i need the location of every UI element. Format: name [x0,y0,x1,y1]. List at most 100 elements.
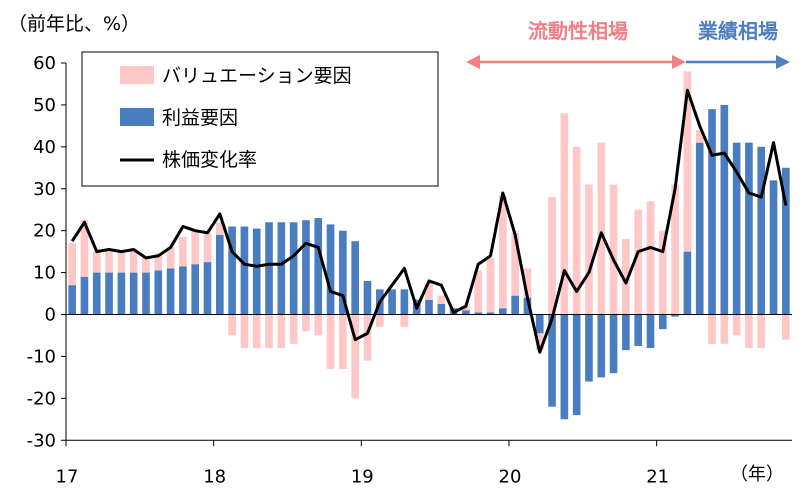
bar-earnings [92,272,101,315]
bar-valuation [745,314,753,349]
legend: バリュエーション要因 利益要因 株価変化率 [81,51,439,187]
phase-arrow-earnings-head [776,55,790,69]
bar-earnings [105,272,113,315]
bar-valuation [68,243,76,286]
bar-earnings [782,167,790,315]
phase-label-liquidity: 流動性相場 [528,19,628,43]
bar-valuation [683,71,692,252]
bar-earnings [609,314,618,374]
bar-valuation [782,314,790,340]
bar-earnings [240,226,249,315]
x-tick-label: 20 [499,466,522,487]
bar-valuation [166,247,175,269]
stock-change-line [70,88,788,354]
bar-earnings [523,297,532,315]
bar-valuation [658,230,667,315]
line-layer [70,88,788,354]
phase-label-earnings: 業績相場 [698,19,778,43]
bar-valuation [511,232,519,296]
bar-earnings [326,224,335,315]
bar-valuation [708,314,716,344]
bar-earnings [80,276,89,315]
bar-earnings [117,272,126,315]
y-tick-label: 40 [33,137,56,158]
bar-valuation [646,201,655,315]
bar-earnings [142,272,150,315]
bar-earnings [720,104,729,315]
x-tick-labels: 17 18 19 20 21 [56,440,669,487]
bar-valuation [129,251,138,273]
bar-earnings [597,314,606,378]
bar-valuation [720,314,729,344]
x-tick-label: 19 [351,466,374,487]
bar-valuation [339,314,347,369]
y-tick-label: -10 [27,346,56,367]
bar-valuation [499,195,507,309]
y-tick-label: 50 [33,95,56,116]
bar-earnings [166,268,175,315]
bar-earnings [658,314,667,330]
bar-valuation [585,184,593,315]
bar-earnings [203,262,212,315]
bar-valuation [117,251,126,273]
bar-valuation [92,251,101,273]
bar-earnings [363,280,372,315]
bar-earnings [769,180,778,315]
bar-valuation [302,314,310,332]
bar-earnings [572,314,581,416]
bar-earnings [745,142,753,315]
bar-valuation [265,314,273,349]
y-tick-label: 30 [33,179,56,200]
bar-earnings [425,299,433,315]
bar-valuation [375,314,384,328]
x-tick-label: 21 [646,466,669,487]
bar-earnings [129,272,138,315]
bar-earnings [634,314,642,346]
bar-earnings [179,266,187,315]
y-tick-labels: 60 50 40 30 20 10 0 -10 -20 -30 [27,53,66,451]
y-tick-label: 20 [33,221,56,242]
bar-earnings [216,234,224,315]
bar-valuation [560,113,569,315]
axes [65,63,792,441]
bar-valuation [437,295,446,305]
bar-earnings [277,222,286,315]
bar-earnings [511,295,519,315]
y-tick-label: 10 [33,263,56,284]
bar-earnings [437,304,446,315]
bar-valuation [80,220,89,277]
bar-valuation [277,314,286,349]
phase-arrow-liquidity-left-head [466,55,480,69]
bar-earnings [388,289,396,315]
bar-valuation [363,314,372,361]
bar-valuation [671,184,679,315]
bar-valuation [252,314,261,349]
bar-earnings [585,314,593,382]
bar-earnings [486,312,495,315]
bar-valuation [240,314,249,349]
bar-earnings [732,142,741,315]
bar-earnings [671,314,679,317]
bar-earnings [400,289,409,315]
x-tick-label: 17 [56,466,79,487]
bar-earnings [289,222,298,315]
x-tick-label: 18 [203,466,226,487]
bar-earnings [474,312,483,315]
bar-valuation [695,130,704,143]
bar-earnings [499,308,507,315]
bar-valuation [634,209,642,315]
bar-valuation [142,255,150,273]
bar-valuation [732,314,741,336]
bar-valuation [425,283,433,300]
bar-earnings [191,264,200,315]
bar-valuation [622,239,630,315]
bar-valuation [474,270,483,313]
bar-earnings [314,218,323,315]
phase-arrow-liquidity-right-head [672,55,686,69]
bar-earnings [68,285,76,315]
bar-valuation [314,314,323,336]
bar-valuation [609,184,618,315]
bar-valuation [572,146,581,315]
bar-valuation [597,142,606,315]
